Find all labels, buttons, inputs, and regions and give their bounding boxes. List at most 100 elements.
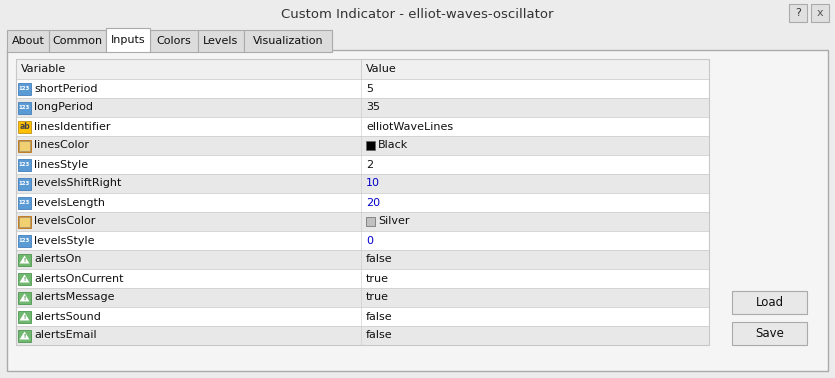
Bar <box>18 102 31 113</box>
Text: 123: 123 <box>19 200 30 205</box>
Bar <box>16 59 709 345</box>
Text: Colors: Colors <box>157 36 191 46</box>
Bar <box>16 250 709 269</box>
Bar <box>16 136 709 155</box>
Text: levelsShiftRight: levelsShiftRight <box>34 178 121 189</box>
Text: 35: 35 <box>366 102 380 113</box>
Text: false: false <box>366 330 392 341</box>
Bar <box>16 269 709 288</box>
Bar <box>16 174 709 193</box>
Text: true: true <box>366 293 389 302</box>
Text: !: ! <box>23 334 26 339</box>
Text: alertsSound: alertsSound <box>34 311 101 322</box>
Bar <box>0 28 835 54</box>
Bar <box>106 28 150 52</box>
Text: Inputs: Inputs <box>111 35 145 45</box>
Text: levelsColor: levelsColor <box>34 217 95 226</box>
Bar <box>18 310 31 322</box>
Polygon shape <box>19 313 29 321</box>
Bar <box>16 79 709 98</box>
Polygon shape <box>19 293 29 302</box>
Text: About: About <box>12 36 44 46</box>
Text: alertsOn: alertsOn <box>34 254 82 265</box>
Bar <box>16 59 709 79</box>
Bar <box>16 307 709 326</box>
Text: alertsEmail: alertsEmail <box>34 330 97 341</box>
Bar <box>732 322 807 345</box>
Bar <box>7 30 49 52</box>
Bar <box>18 291 31 304</box>
Text: alertsMessage: alertsMessage <box>34 293 114 302</box>
Text: 123: 123 <box>19 181 30 186</box>
Text: !: ! <box>23 296 26 301</box>
Bar <box>18 215 31 228</box>
Text: Black: Black <box>378 141 408 150</box>
Bar <box>18 82 31 94</box>
Text: false: false <box>366 254 392 265</box>
Bar <box>150 30 198 52</box>
Bar <box>366 141 375 150</box>
Bar <box>18 234 31 246</box>
Bar <box>16 231 709 250</box>
Bar <box>7 50 828 371</box>
Bar <box>18 121 31 133</box>
Text: !: ! <box>23 258 26 263</box>
Text: 123: 123 <box>19 105 30 110</box>
Text: Value: Value <box>366 64 397 74</box>
Text: 123: 123 <box>19 86 30 91</box>
Text: 0: 0 <box>366 235 373 245</box>
Bar <box>18 330 31 341</box>
Text: Silver: Silver <box>378 217 409 226</box>
Text: 5: 5 <box>366 84 373 93</box>
Text: !: ! <box>23 315 26 320</box>
Text: Custom Indicator - elliot-waves-oscillator: Custom Indicator - elliot-waves-oscillat… <box>281 8 554 20</box>
Bar <box>18 139 31 152</box>
Text: Visualization: Visualization <box>253 36 323 46</box>
Bar <box>18 158 31 170</box>
Text: 20: 20 <box>366 197 380 208</box>
Bar <box>16 288 709 307</box>
Text: levelsStyle: levelsStyle <box>34 235 94 245</box>
Bar <box>18 254 31 265</box>
Text: levelsLength: levelsLength <box>34 197 105 208</box>
Bar <box>19 217 30 226</box>
Bar <box>789 4 807 22</box>
Bar <box>0 0 835 28</box>
Text: x: x <box>817 8 823 18</box>
Text: true: true <box>366 274 389 284</box>
Text: !: ! <box>23 277 26 282</box>
Text: 123: 123 <box>19 162 30 167</box>
Bar <box>19 141 30 150</box>
Text: Variable: Variable <box>21 64 66 74</box>
Text: Common: Common <box>53 36 103 46</box>
Text: 2: 2 <box>366 160 373 169</box>
Text: ?: ? <box>795 8 801 18</box>
Text: linesColor: linesColor <box>34 141 89 150</box>
Text: linesStyle: linesStyle <box>34 160 89 169</box>
Text: linesIdentifier: linesIdentifier <box>34 121 110 132</box>
Bar <box>16 117 709 136</box>
Text: Levels: Levels <box>204 36 239 46</box>
Bar <box>49 30 106 52</box>
Text: longPeriod: longPeriod <box>34 102 93 113</box>
Bar <box>16 193 709 212</box>
Text: shortPeriod: shortPeriod <box>34 84 98 93</box>
Bar <box>244 30 332 52</box>
Bar <box>18 178 31 189</box>
Bar <box>198 30 244 52</box>
Text: 10: 10 <box>366 178 380 189</box>
Text: Load: Load <box>756 296 783 309</box>
Bar <box>16 326 709 345</box>
Text: false: false <box>366 311 392 322</box>
Text: elliotWaveLines: elliotWaveLines <box>366 121 453 132</box>
Bar <box>732 291 807 314</box>
Bar <box>16 155 709 174</box>
Polygon shape <box>19 274 29 282</box>
Bar <box>18 197 31 209</box>
Polygon shape <box>19 256 29 263</box>
Bar <box>16 98 709 117</box>
Text: 123: 123 <box>19 238 30 243</box>
Bar <box>18 273 31 285</box>
Polygon shape <box>19 332 29 339</box>
Bar <box>16 212 709 231</box>
